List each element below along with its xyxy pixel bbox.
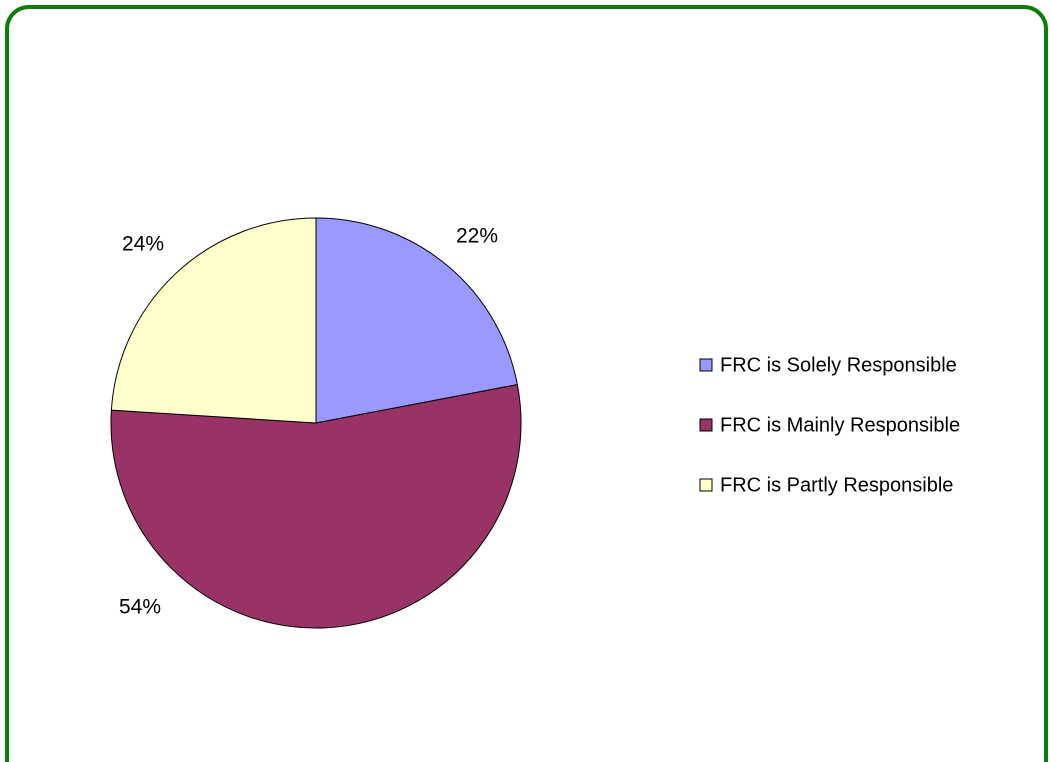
data-label: 22% xyxy=(456,225,498,248)
data-label: 54% xyxy=(119,596,161,619)
legend-label: FRC is Mainly Responsible xyxy=(720,414,960,436)
legend: FRC is Solely Responsible FRC is Mainly R… xyxy=(699,354,960,496)
pie-slice xyxy=(110,217,317,424)
legend-swatch xyxy=(699,478,713,492)
pie-slice xyxy=(315,217,518,424)
legend-swatch xyxy=(699,358,713,372)
data-label: 24% xyxy=(122,233,164,256)
legend-swatch xyxy=(699,418,713,432)
legend-label: FRC is Partly Responsible xyxy=(720,474,953,496)
legend-label: FRC is Solely Responsible xyxy=(720,354,957,376)
pie-slice xyxy=(110,384,522,629)
